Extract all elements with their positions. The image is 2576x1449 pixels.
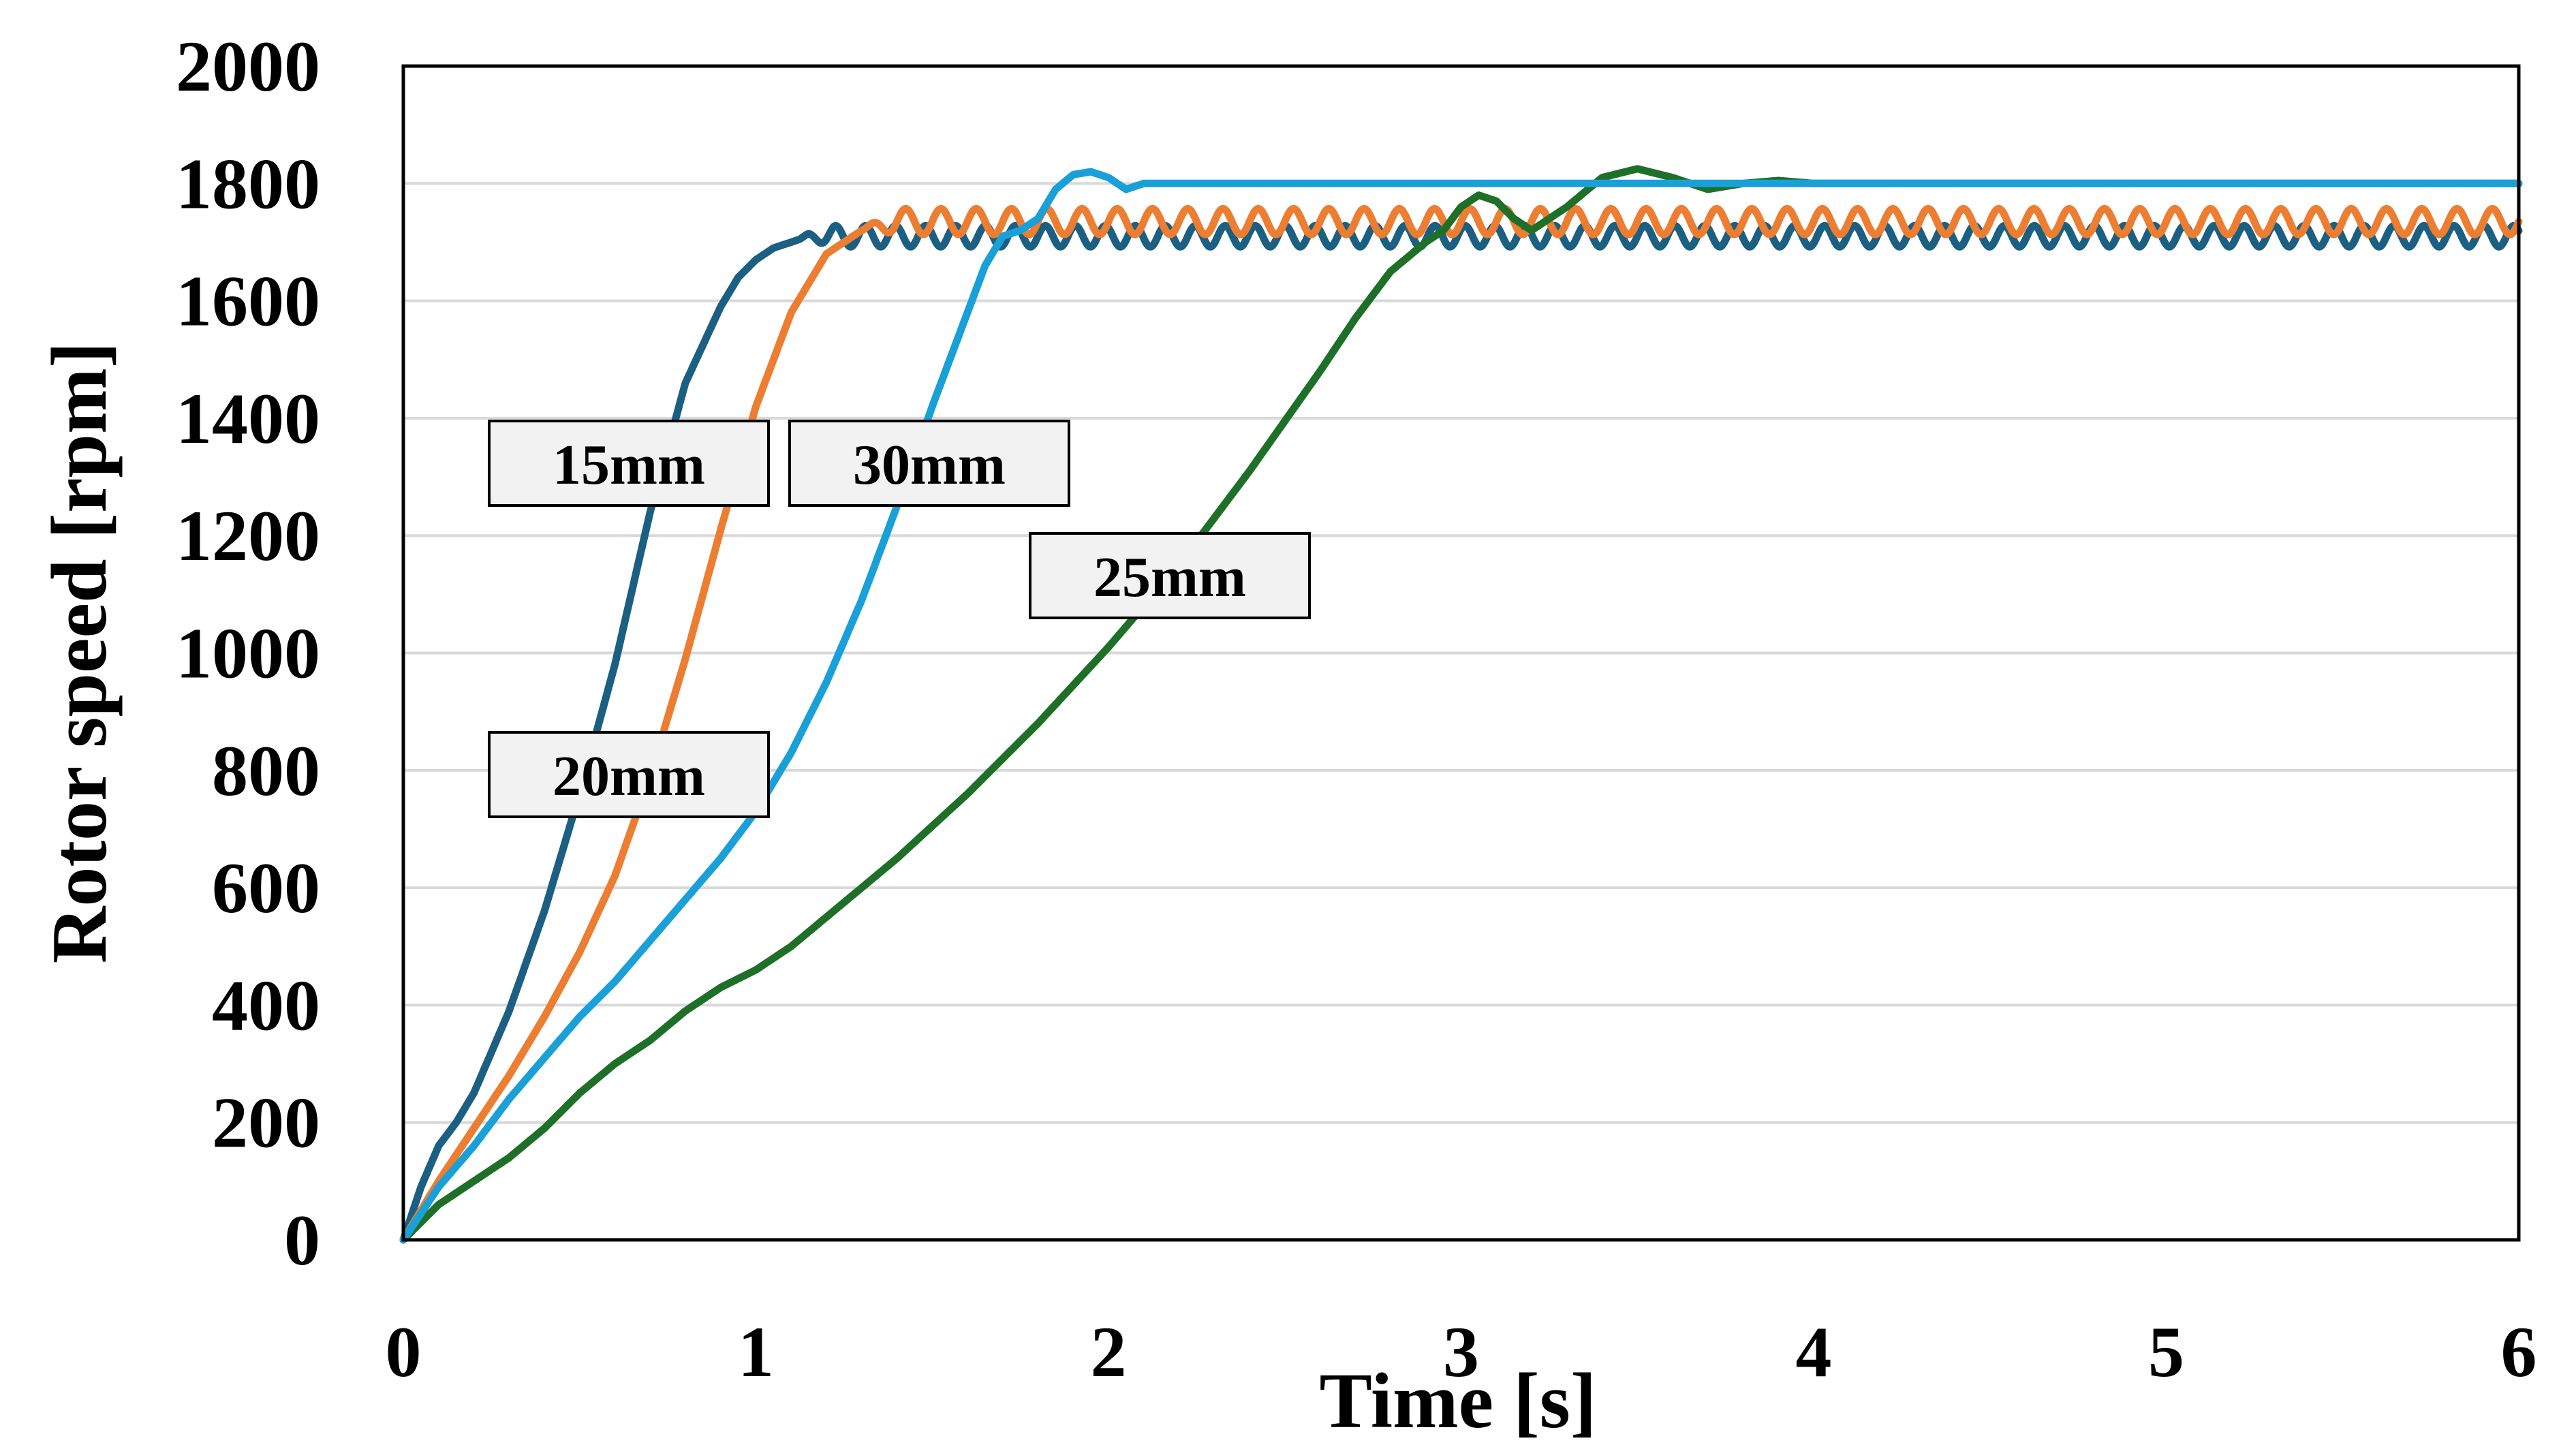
callout-box (488, 731, 770, 818)
y-tick-label: 600 (212, 848, 320, 928)
y-tick-label: 1200 (176, 496, 320, 576)
y-tick-label: 1800 (176, 144, 320, 223)
series-callouts: 15mm 30mm 25mm 20mm (488, 420, 1311, 818)
series-line-25mm (399, 165, 2523, 1244)
x-tick-label: 1 (738, 1312, 774, 1392)
callout-label: 20mm (553, 745, 705, 808)
callout-25mm: 25mm (1029, 532, 1311, 619)
y-tick-label: 0 (284, 1200, 320, 1280)
y-axis-title: Rotor speed [rpm] (36, 342, 123, 964)
callout-box (1029, 532, 1311, 619)
x-tick-label: 6 (2501, 1312, 2537, 1392)
callout-label: 15mm (553, 433, 705, 497)
x-axis-title: Time [s] (1319, 1358, 1596, 1445)
y-tick-label: 1000 (176, 614, 320, 694)
callout-15mm: 15mm (488, 420, 770, 507)
y-tick-labels: 0 200 400 600 800 1000 1200 1400 1600 1800 2000 (176, 27, 320, 1280)
plot-area-frame (401, 64, 2521, 1242)
series-line-30mm (399, 168, 2523, 1244)
callout-label: 25mm (1093, 546, 1246, 609)
series-lines (399, 165, 2523, 1244)
callout-20mm: 20mm (488, 731, 770, 818)
x-tick-labels: 0 1 2 3 4 5 6 (386, 1312, 2537, 1392)
y-tick-label: 400 (212, 965, 320, 1045)
y-tick-label: 800 (212, 731, 320, 811)
y-tick-label: 1400 (176, 379, 320, 458)
callout-30mm: 30mm (788, 420, 1070, 507)
x-tick-label: 2 (1091, 1312, 1127, 1392)
y-tick-label: 1600 (176, 262, 320, 341)
y-tick-label: 200 (212, 1083, 320, 1163)
callout-label: 30mm (853, 433, 1006, 497)
x-tick-label: 5 (2148, 1312, 2184, 1392)
y-tick-label: 2000 (176, 27, 320, 106)
callout-box (488, 420, 770, 507)
callout-box (788, 420, 1070, 507)
x-tick-label: 3 (1443, 1312, 1479, 1392)
x-tick-label: 4 (1796, 1312, 1832, 1392)
series-line-20mm (399, 204, 2523, 1244)
grid-lines (403, 182, 2519, 1124)
x-tick-label: 0 (386, 1312, 422, 1392)
